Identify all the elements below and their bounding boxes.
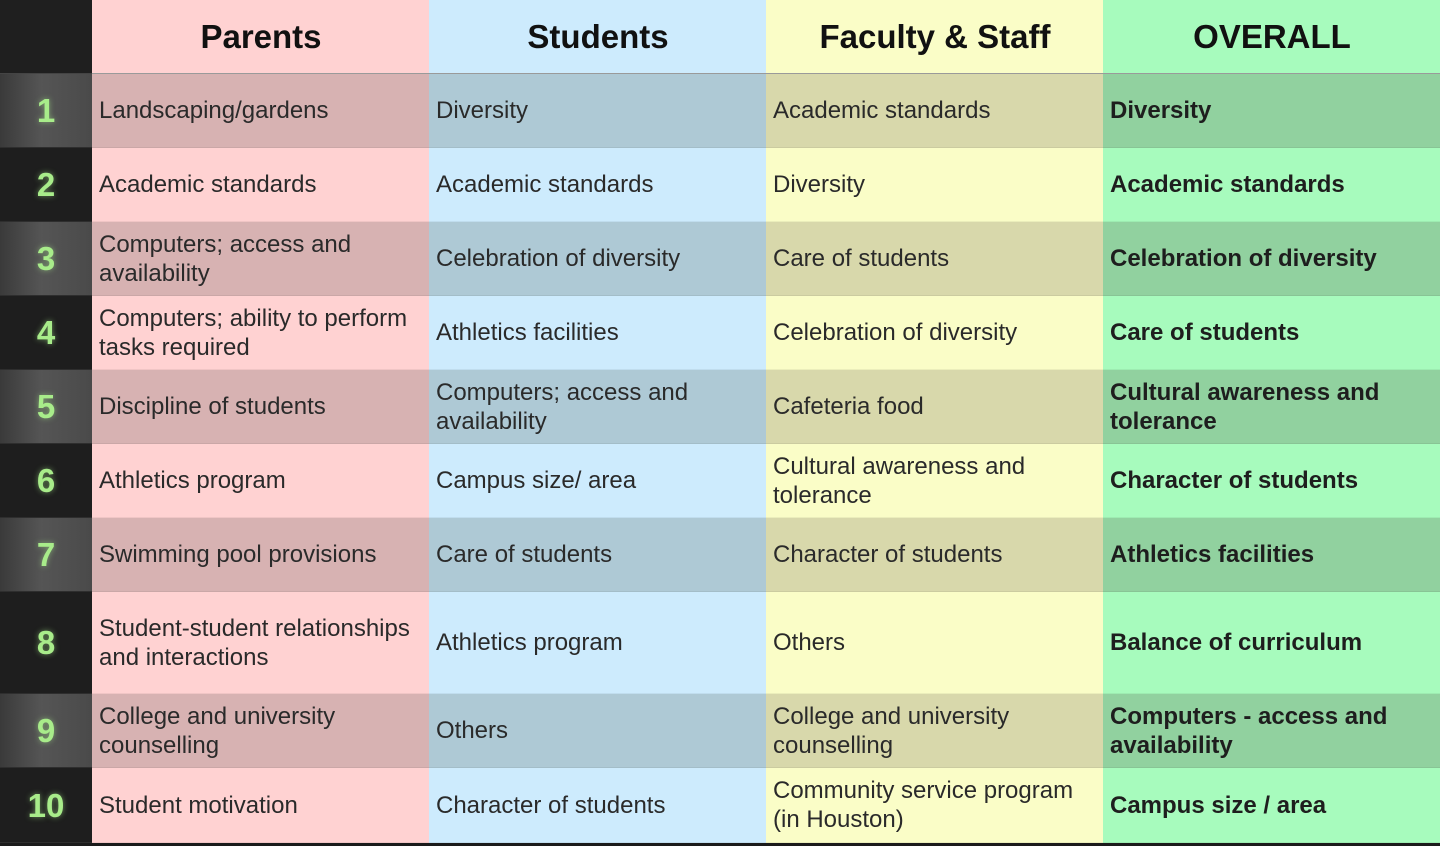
corner-cell — [0, 0, 92, 74]
cell-students: Diversity — [429, 74, 766, 148]
cell-overall: Diversity — [1103, 74, 1440, 148]
cell-overall: Balance of curriculum — [1103, 592, 1440, 694]
cell-students: Celebration of diversity — [429, 222, 766, 296]
cell-students: Computers; access and availability — [429, 370, 766, 444]
cell-faculty: Academic standards — [766, 74, 1103, 148]
cell-faculty: Cafeteria food — [766, 370, 1103, 444]
cell-faculty: Community service program (in Houston) — [766, 768, 1103, 843]
header-students: Students — [429, 0, 766, 74]
cell-faculty: Care of students — [766, 222, 1103, 296]
header-parents: Parents — [92, 0, 429, 74]
cell-overall: Cultural awareness and tolerance — [1103, 370, 1440, 444]
cell-students: Campus size/ area — [429, 444, 766, 518]
cell-faculty: College and university counselling — [766, 694, 1103, 768]
cell-students: Care of students — [429, 518, 766, 592]
cell-parents: Academic standards — [92, 148, 429, 222]
cell-parents: Computers; access and availability — [92, 222, 429, 296]
cell-students: Character of students — [429, 768, 766, 843]
cell-overall: Care of students — [1103, 296, 1440, 370]
header-faculty-staff: Faculty & Staff — [766, 0, 1103, 74]
cell-parents: College and university counselling — [92, 694, 429, 768]
cell-overall: Campus size / area — [1103, 768, 1440, 843]
cell-students: Athletics facilities — [429, 296, 766, 370]
cell-parents: Swimming pool provisions — [92, 518, 429, 592]
cell-students: Others — [429, 694, 766, 768]
cell-faculty: Celebration of diversity — [766, 296, 1103, 370]
cell-students: Academic standards — [429, 148, 766, 222]
cell-overall: Computers - access and availability — [1103, 694, 1440, 768]
cell-students: Athletics program — [429, 592, 766, 694]
cell-overall: Celebration of diversity — [1103, 222, 1440, 296]
cell-parents: Athletics program — [92, 444, 429, 518]
rank-number: 5 — [0, 370, 92, 444]
rank-number: 3 — [0, 222, 92, 296]
rank-number: 7 — [0, 518, 92, 592]
header-overall: OVERALL — [1103, 0, 1440, 74]
rank-number: 8 — [0, 592, 92, 694]
cell-parents: Computers; ability to perform tasks requ… — [92, 296, 429, 370]
rank-number: 9 — [0, 694, 92, 768]
rank-number: 6 — [0, 444, 92, 518]
rank-number: 1 — [0, 74, 92, 148]
cell-parents: Student-student relationships and intera… — [92, 592, 429, 694]
rank-number: 10 — [0, 768, 92, 843]
cell-overall: Character of students — [1103, 444, 1440, 518]
cell-parents: Discipline of students — [92, 370, 429, 444]
cell-parents: Landscaping/gardens — [92, 74, 429, 148]
cell-overall: Academic standards — [1103, 148, 1440, 222]
cell-faculty: Character of students — [766, 518, 1103, 592]
cell-faculty: Cultural awareness and tolerance — [766, 444, 1103, 518]
cell-overall: Athletics facilities — [1103, 518, 1440, 592]
cell-parents: Student motivation — [92, 768, 429, 843]
cell-faculty: Others — [766, 592, 1103, 694]
cell-faculty: Diversity — [766, 148, 1103, 222]
rank-number: 2 — [0, 148, 92, 222]
rank-number: 4 — [0, 296, 92, 370]
